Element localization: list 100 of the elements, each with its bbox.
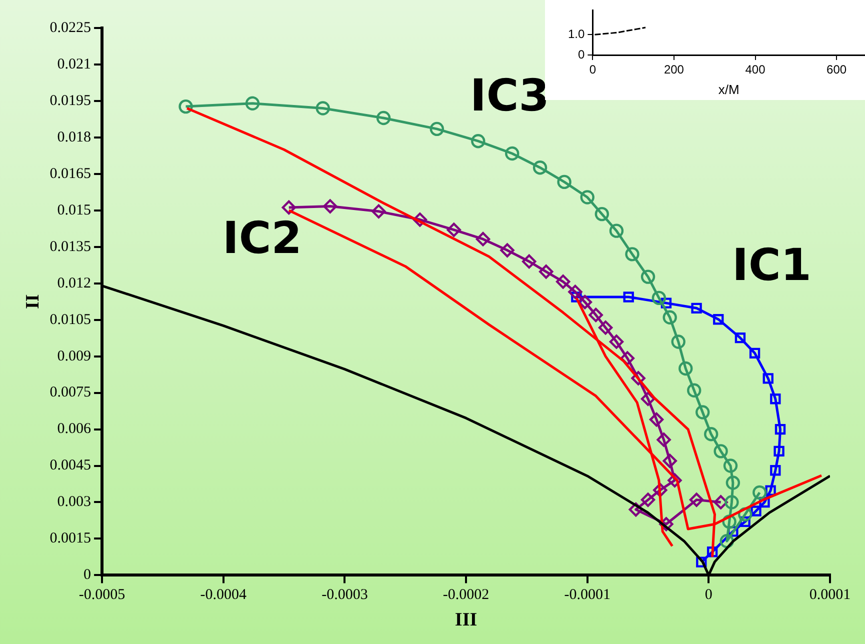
point [631, 371, 646, 386]
point [774, 446, 784, 457]
y-tick-label: 0.0015 [50, 530, 92, 547]
point [722, 514, 736, 529]
point [620, 351, 634, 366]
point [376, 110, 391, 126]
point [687, 383, 702, 398]
point [653, 482, 668, 498]
point [714, 444, 728, 458]
x-tick-label: -0.0001 [564, 587, 610, 604]
point [580, 190, 594, 204]
point [762, 373, 774, 384]
point [749, 348, 760, 358]
point [678, 361, 693, 376]
point [660, 298, 672, 308]
x-tick-label: -0.0004 [200, 587, 247, 604]
point [323, 199, 338, 214]
annotation: IC3 [470, 70, 550, 122]
point [625, 247, 640, 262]
x-axis-title: x/M [718, 82, 740, 97]
point [282, 200, 296, 215]
point [640, 392, 656, 406]
y-tick-label: 0.012 [57, 275, 92, 292]
point [696, 405, 710, 420]
x-axis-title: III [454, 610, 478, 631]
annotation: IC1 [732, 240, 812, 292]
y-axis-title: II [22, 294, 44, 309]
y-tick-label: 0.015 [57, 202, 92, 218]
point [738, 507, 752, 522]
point [372, 204, 386, 218]
point [505, 146, 520, 161]
point [723, 458, 738, 473]
point [752, 485, 767, 500]
x-tick-label: -0.0003 [322, 587, 368, 604]
point [623, 292, 634, 302]
y-tick-label: 0.0105 [50, 312, 92, 328]
point [412, 212, 428, 227]
point [178, 99, 193, 114]
point [691, 302, 702, 314]
y-tick-label: 0.0225 [50, 20, 92, 36]
point [556, 274, 570, 289]
y-tick-label: 0 [84, 567, 92, 584]
point [770, 465, 781, 476]
y-tick-label: 0.0075 [50, 384, 92, 401]
point [656, 432, 671, 447]
point [430, 122, 444, 136]
y-tick-label: 0.018 [57, 129, 92, 146]
point [609, 334, 624, 349]
annotation: IC2 [222, 212, 302, 264]
point [652, 290, 666, 306]
y-tick-label: 0.006 [57, 421, 92, 438]
point [609, 224, 624, 238]
y-tick-label: 0.009 [57, 348, 92, 364]
point [316, 101, 330, 116]
point [714, 495, 728, 510]
point [704, 427, 718, 442]
point [640, 270, 656, 284]
point [594, 206, 610, 222]
point [539, 264, 554, 279]
x-tick-label: 0 [589, 62, 596, 77]
point [713, 314, 724, 325]
point [770, 394, 781, 404]
point [740, 516, 750, 528]
x-tick-label: 400 [745, 62, 766, 77]
x-tick-label: 200 [664, 62, 684, 77]
point [568, 284, 582, 299]
x-tick-label: 600 [826, 62, 847, 77]
point [532, 160, 548, 175]
point [446, 222, 461, 237]
point [471, 134, 486, 148]
y-tick-label: 0.0045 [50, 458, 92, 474]
point [500, 243, 514, 258]
x-tick-label: 0.0001 [809, 587, 851, 604]
point [598, 320, 613, 335]
point [628, 502, 643, 517]
point [724, 495, 739, 510]
point [662, 310, 677, 325]
point [726, 476, 740, 490]
point [557, 174, 572, 190]
point [706, 546, 718, 558]
point [759, 496, 770, 508]
point [696, 556, 707, 568]
point [774, 424, 786, 435]
x-tick-label: 0 [704, 587, 712, 604]
point [649, 412, 664, 427]
point [588, 308, 603, 322]
x-tick-label: -0.0005 [78, 587, 126, 604]
y-tick-label: 0.0165 [50, 166, 92, 182]
point [659, 517, 674, 532]
point [522, 254, 536, 269]
y-tick-label: 0.003 [57, 494, 92, 510]
point [640, 492, 656, 507]
x-tick-label: -0.0002 [442, 587, 490, 604]
point [662, 454, 677, 468]
point [734, 332, 746, 344]
point [245, 96, 260, 110]
point [578, 294, 592, 310]
point [765, 485, 776, 496]
y-tick-label: 1.0 [568, 26, 585, 41]
y-tick-label: 0.0195 [50, 92, 92, 109]
